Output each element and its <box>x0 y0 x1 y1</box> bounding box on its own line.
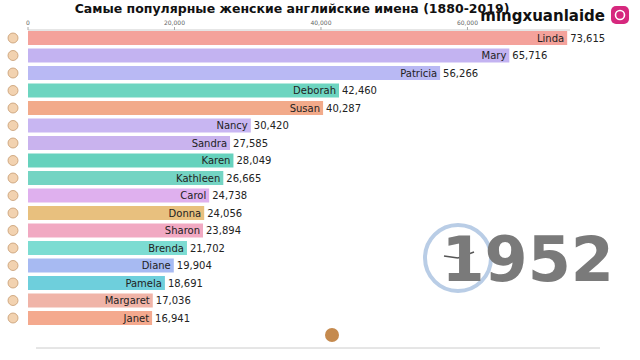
category-label: Patricia <box>400 68 437 79</box>
data-label: 17,036 <box>156 295 191 306</box>
icon <box>8 261 18 271</box>
category-label: Deborah <box>293 85 336 96</box>
logo-icon <box>616 11 625 20</box>
tick <box>174 27 175 30</box>
tick <box>467 27 468 30</box>
icon <box>8 313 18 323</box>
chart: Самые популярные женские английские имен… <box>0 0 640 360</box>
logo-icon <box>611 6 629 24</box>
icon <box>8 208 18 218</box>
icon <box>8 51 18 61</box>
data-label: 28,049 <box>236 155 271 166</box>
icon <box>8 156 18 166</box>
icon <box>8 191 18 201</box>
category-label: Sharon <box>165 225 200 236</box>
category-label: Nancy <box>216 120 247 131</box>
data-label: 19,904 <box>177 260 212 271</box>
data-label: 30,420 <box>254 120 289 131</box>
data-label: 23,894 <box>206 225 241 236</box>
bar <box>28 101 323 115</box>
timeline <box>36 348 600 349</box>
category-label: Kathleen <box>176 173 220 184</box>
year-label: 1952 <box>441 223 614 296</box>
category-label: Sandra <box>192 138 227 149</box>
bar <box>28 311 152 325</box>
tick-label: 20,000 <box>164 19 185 26</box>
bar <box>28 66 440 80</box>
data-label: 24,738 <box>212 190 247 201</box>
icon <box>8 226 18 236</box>
category-label: Linda <box>537 33 564 44</box>
tick <box>320 27 321 30</box>
data-label: 56,266 <box>443 68 478 79</box>
icon <box>8 33 18 43</box>
category-label: Karen <box>202 155 231 166</box>
category-label: Pamela <box>125 278 162 289</box>
timeline-marker <box>325 328 339 342</box>
data-label: 40,287 <box>326 103 361 114</box>
data-label: 18,691 <box>168 278 203 289</box>
data-label: 24,056 <box>207 208 242 219</box>
bar <box>28 84 339 98</box>
watermark: mingxuanlaide <box>480 7 605 25</box>
category-label: Donna <box>169 208 202 219</box>
data-label: 65,716 <box>512 50 547 61</box>
category-label: Margaret <box>105 295 150 306</box>
category-label: Susan <box>290 103 320 114</box>
bar <box>28 189 209 203</box>
icon <box>8 243 18 253</box>
bar <box>28 154 233 168</box>
data-label: 21,702 <box>190 243 225 254</box>
bar <box>28 241 187 255</box>
icon <box>8 278 18 288</box>
data-label: 27,585 <box>233 138 268 149</box>
data-label: 26,665 <box>226 173 261 184</box>
category-label: Diane <box>142 260 171 271</box>
title: Самые популярные женские английские имен… <box>75 1 510 16</box>
tick-label: 40,000 <box>310 19 331 26</box>
icon <box>8 173 18 183</box>
bar <box>28 136 230 150</box>
data-label: 42,460 <box>342 85 377 96</box>
category-label: Carol <box>180 190 206 201</box>
data-label: 73,615 <box>570 33 605 44</box>
bar <box>28 224 203 238</box>
icon <box>8 103 18 113</box>
bar <box>28 259 174 273</box>
icon <box>8 296 18 306</box>
bar <box>28 119 251 133</box>
bar <box>28 171 223 185</box>
category-label: Janet <box>123 313 150 324</box>
bar <box>28 206 204 220</box>
x-axis <box>28 30 570 31</box>
icon <box>8 68 18 78</box>
icon <box>8 86 18 96</box>
bar <box>28 31 567 45</box>
bar <box>28 276 165 290</box>
icon <box>8 138 18 148</box>
bar <box>28 49 509 63</box>
icon <box>8 121 18 131</box>
category-label: Brenda <box>148 243 184 254</box>
data-label: 16,941 <box>155 313 190 324</box>
tick-label: 0 <box>26 19 30 26</box>
bar <box>28 294 153 308</box>
category-label: Mary <box>482 50 507 61</box>
tick-label: 60,000 <box>457 19 478 26</box>
tick <box>28 27 29 30</box>
